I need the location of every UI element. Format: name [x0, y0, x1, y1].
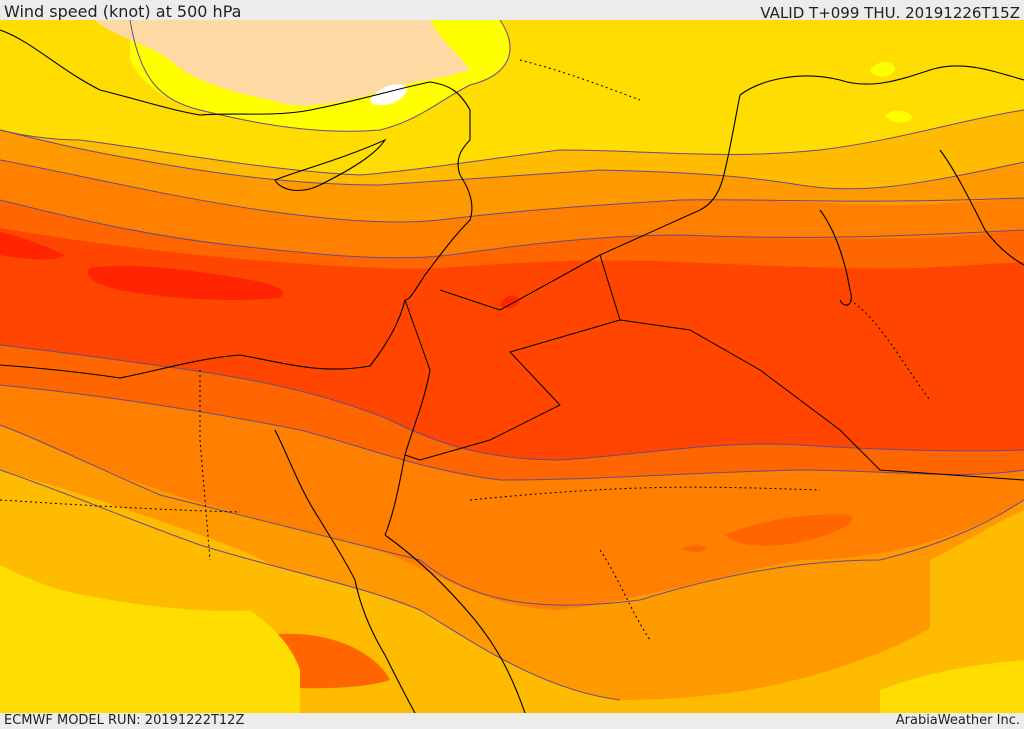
band-red-central [88, 265, 284, 300]
contour-line [0, 384, 1024, 481]
border-line [199, 370, 211, 561]
coastline [274, 429, 356, 581]
band-gold-se [880, 660, 1024, 713]
patch-yellow-ne [870, 61, 895, 77]
coastline [384, 534, 526, 713]
border-line [0, 499, 241, 513]
coastlines [0, 29, 1024, 713]
credit-label: ArabiaWeather Inc. [895, 713, 1020, 728]
border-line [404, 209, 701, 461]
coastline [739, 65, 1024, 96]
coastline [404, 174, 473, 301]
coastline [819, 209, 852, 306]
border-line [469, 486, 821, 501]
map-title: Wind speed (knot) at 500 hPa [4, 2, 242, 21]
band-red-spot [500, 295, 520, 309]
contour-lines [0, 20, 1024, 701]
border-line [599, 549, 651, 641]
contour-line [0, 424, 1024, 606]
borders [404, 209, 1024, 481]
model-run-label: ECMWF MODEL RUN: 20191222T12Z [4, 713, 245, 728]
valid-time-label: VALID T+099 THU. 20191226T15Z [760, 4, 1020, 22]
contour-line [0, 344, 1024, 461]
band-red-west [0, 232, 65, 260]
header-bar: Wind speed (knot) at 500 hPa VALID T+099… [0, 0, 1024, 22]
contour-line [0, 129, 1024, 190]
border-line [404, 299, 431, 371]
coastline [274, 138, 387, 191]
contour-line [0, 159, 1024, 223]
band-amber-east [930, 510, 1024, 649]
map-canvas [0, 20, 1024, 713]
band-peach-north [95, 20, 470, 106]
coastline [939, 149, 1024, 266]
contour-line [0, 469, 621, 701]
contour-line [0, 199, 1024, 259]
coastline [0, 29, 471, 176]
coastline [699, 94, 741, 211]
coastline [354, 579, 416, 713]
coastline [0, 299, 406, 379]
band-orange-dark-se [725, 514, 853, 546]
internal-borders [0, 59, 931, 641]
patch-yellow-east [885, 110, 912, 123]
border-line [439, 254, 601, 311]
contour-line [129, 20, 511, 132]
band-orange-dark-spot [682, 545, 707, 552]
contour-line [0, 109, 1024, 176]
border-line [619, 319, 1024, 481]
wind-speed-map [0, 20, 1024, 713]
footer-bar: ECMWF MODEL RUN: 20191222T12Z ArabiaWeat… [0, 713, 1024, 729]
